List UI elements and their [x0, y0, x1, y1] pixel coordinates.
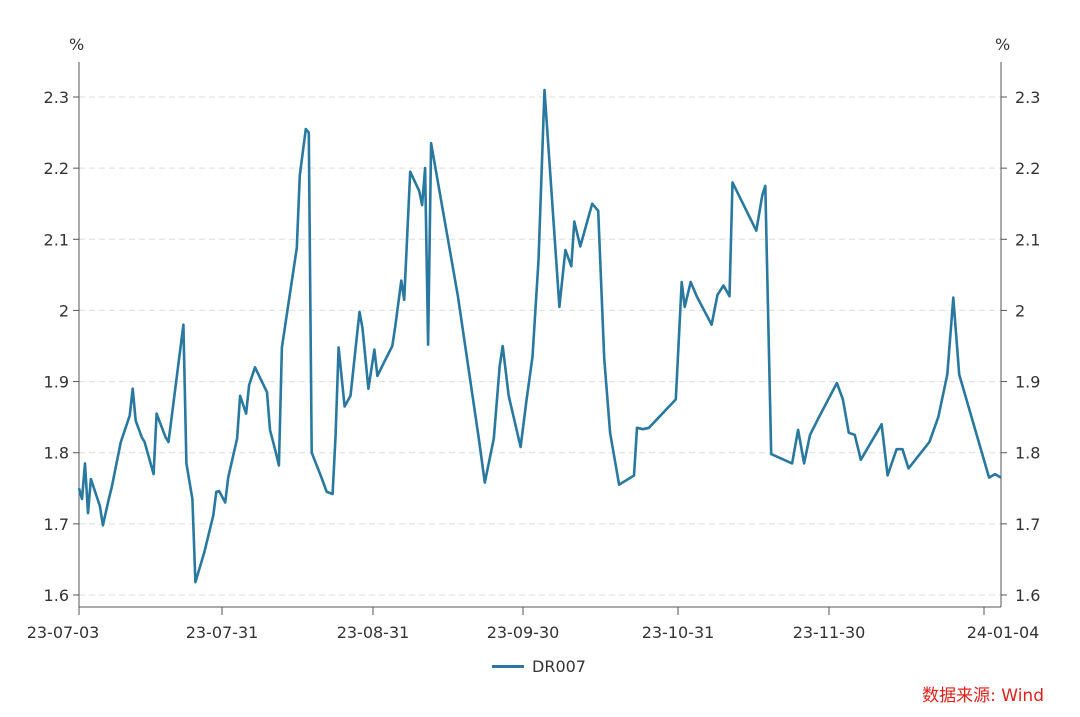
x-tick-label: 23-10-31	[642, 623, 715, 642]
y-tick-label-left: 1.7	[44, 515, 69, 534]
y-tick-label-right: 2.3	[1015, 88, 1040, 107]
y-tick-label-right: 2.2	[1015, 159, 1040, 178]
y-tick-label-right: 2	[1015, 301, 1025, 320]
y-tick-label-left: 1.6	[44, 586, 69, 605]
x-ticks: 23-07-03 23-07-31 23-08-31 23-09-30 23-10-31…	[27, 607, 1040, 642]
y-ticks: 1.6 1.6 1.7 1.7 1.8 1.8 1.9 1.9 2 2 2.1 2.1 2.2 2.2 2.…	[44, 88, 1041, 605]
x-tick-label: 23-11-30	[793, 623, 866, 642]
y-tick-label-left: 2.3	[44, 88, 69, 107]
y-tick-label-right: 1.6	[1015, 586, 1040, 605]
y-tick-label-left: 2	[59, 301, 69, 320]
left-axis-unit: %	[69, 35, 84, 54]
x-tick-label: 23-08-31	[337, 623, 410, 642]
legend: DR007	[492, 657, 586, 676]
y-tick-label-left: 1.8	[44, 444, 69, 463]
right-axis-unit: %	[995, 35, 1010, 54]
y-tick-label-right: 1.8	[1015, 444, 1040, 463]
x-tick-label: 23-09-30	[487, 623, 560, 642]
x-tick-label: 23-07-03	[27, 623, 100, 642]
y-tick-label-left: 1.9	[44, 373, 69, 392]
axes: % %	[69, 35, 1010, 608]
x-tick-label: 23-07-31	[186, 623, 259, 642]
y-tick-label-left: 2.1	[44, 230, 69, 249]
source-note: 数据来源: Wind	[922, 686, 1044, 706]
x-tick-label: 24-01-04	[967, 623, 1040, 642]
series-line-dr007	[77, 88, 1002, 584]
y-tick-label-right: 1.9	[1015, 373, 1040, 392]
legend-label-dr007: DR007	[532, 657, 586, 676]
y-tick-label-right: 1.7	[1015, 515, 1040, 534]
y-tick-label-left: 2.2	[44, 159, 69, 178]
series-layer	[77, 88, 1002, 584]
y-tick-label-right: 2.1	[1015, 230, 1040, 249]
legend-swatch-dr007	[492, 665, 524, 668]
gridlines	[79, 96, 1001, 596]
